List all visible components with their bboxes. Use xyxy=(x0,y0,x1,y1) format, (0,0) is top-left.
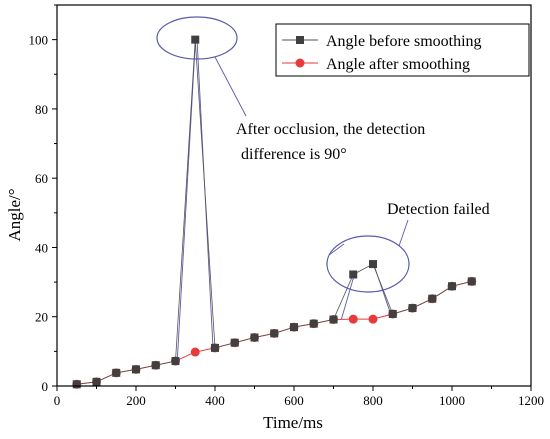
data-point-square xyxy=(72,380,81,389)
spike-guide-left xyxy=(176,43,196,362)
data-point-square xyxy=(270,329,279,338)
legend-label-after: Angle after smoothing xyxy=(326,56,470,73)
data-point-square xyxy=(92,377,101,386)
x-tick-label: 1200 xyxy=(518,393,544,408)
data-point-circle xyxy=(368,314,378,324)
data-point-square xyxy=(467,277,476,286)
legend: Angle before smoothing Angle after smoot… xyxy=(275,23,530,77)
y-tick-label: 40 xyxy=(35,240,48,255)
y-tick-label: 80 xyxy=(35,102,48,117)
data-point-square xyxy=(112,368,121,377)
annotation-connectors xyxy=(176,43,409,362)
failed-connector xyxy=(398,219,409,247)
failed-guide-left xyxy=(340,278,354,320)
legend-box xyxy=(275,23,530,77)
occlusion-connector xyxy=(214,56,247,117)
data-point-square xyxy=(290,323,298,332)
failed-connector xyxy=(328,243,345,256)
data-point-square xyxy=(428,294,437,303)
data-point-square xyxy=(309,319,318,328)
data-point-square xyxy=(329,315,338,324)
failed-annotation: Detection failed xyxy=(387,201,490,218)
x-tick-label: 400 xyxy=(205,393,225,408)
data-point-square xyxy=(132,365,140,374)
y-tick-label: 20 xyxy=(35,310,48,325)
data-point-square xyxy=(230,338,239,347)
failed-ellipse xyxy=(326,235,410,293)
x-tick-label: 1000 xyxy=(439,393,465,408)
data-point-circle xyxy=(190,347,200,357)
data-point-square xyxy=(250,333,259,342)
annotations: After occlusion, the detection differenc… xyxy=(156,16,490,293)
x-tick-label: 600 xyxy=(284,393,304,408)
y-tick-label: 0 xyxy=(42,379,49,394)
data-point-circle xyxy=(348,314,358,324)
legend-marker-before xyxy=(296,36,304,44)
x-tick-label: 800 xyxy=(363,393,383,408)
data-point-square xyxy=(151,361,160,370)
data-point-square xyxy=(349,270,358,279)
data-point-square xyxy=(408,304,417,313)
occlusion-annotation-line-1: After occlusion, the detection xyxy=(236,121,425,138)
series-0 xyxy=(72,35,476,389)
occlusion-annotation-line-2: difference is 90° xyxy=(241,146,347,163)
ticks: 0 200 400 600 800 1000 1200 0 20 40 60 80 100 xyxy=(29,4,544,408)
y-axis-title: Angle/° xyxy=(5,188,24,241)
data-point-square xyxy=(211,343,219,352)
data-point-square xyxy=(388,309,397,318)
y-tick-label: 60 xyxy=(35,171,48,186)
x-tick-label: 0 xyxy=(54,393,61,408)
legend-marker-after xyxy=(295,58,305,68)
data-point-square xyxy=(171,357,180,366)
data-point-square xyxy=(369,260,377,269)
data-point-square xyxy=(191,35,200,44)
data-point-square xyxy=(448,282,456,291)
legend-label-before: Angle before smoothing xyxy=(326,33,482,50)
occlusion-ellipse xyxy=(156,16,238,60)
x-axis-title: Time/ms xyxy=(263,413,323,432)
x-tick-label: 200 xyxy=(126,393,146,408)
y-tick-label: 100 xyxy=(29,33,49,48)
